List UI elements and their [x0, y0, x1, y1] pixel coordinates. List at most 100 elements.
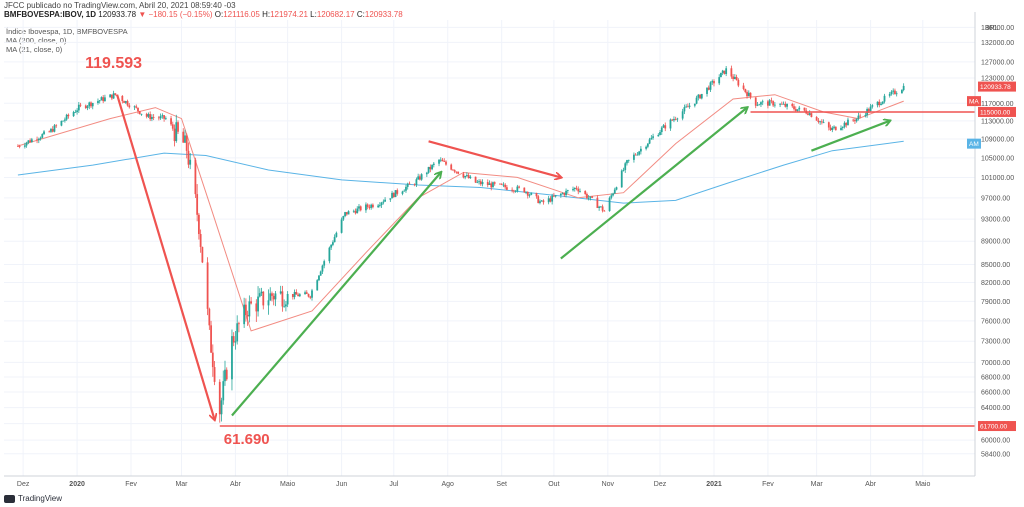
candle-body	[840, 128, 842, 131]
candle-body	[462, 173, 465, 178]
candle-body	[403, 190, 406, 192]
candle-body	[791, 103, 794, 107]
candle-body	[309, 296, 312, 298]
x-tick-label: 2020	[69, 481, 85, 488]
candle-body	[152, 116, 155, 118]
candle-body	[39, 137, 42, 139]
candle-body	[232, 336, 235, 343]
price-tag: MA	[967, 96, 981, 107]
candle-body	[847, 119, 849, 126]
candle-body	[97, 101, 99, 104]
candle-body	[18, 146, 21, 147]
price-change: −180.15 (−0.15%)	[148, 10, 213, 19]
chart-grid	[4, 20, 975, 476]
candle-body	[547, 198, 550, 203]
symbol-label[interactable]: BMFBOVESPA:IBOV, 1D	[4, 10, 97, 19]
candle-body	[17, 145, 19, 147]
candle-body	[591, 196, 594, 198]
candle-body	[579, 190, 581, 192]
candles-layer	[17, 65, 905, 423]
x-tick-label: Nov	[602, 481, 615, 488]
candle-body	[725, 68, 728, 74]
annotations-layer: 119.593 61.690	[85, 55, 270, 448]
footer: TradingView	[4, 494, 62, 503]
candle-body	[721, 70, 724, 73]
candle-body	[549, 198, 552, 202]
candle-body	[420, 174, 423, 180]
y-tick-label: 97000.00	[981, 195, 1010, 202]
candle-body	[794, 109, 797, 111]
candle-body	[102, 97, 105, 102]
price-tag-bg	[967, 96, 981, 107]
candle-body	[220, 400, 223, 415]
candle-body	[298, 294, 301, 297]
candle-body	[238, 323, 240, 325]
y-tick-label: 66000.00	[981, 390, 1010, 397]
candle-body	[747, 92, 750, 97]
brand-name[interactable]: TradingView	[18, 494, 63, 503]
candle-body	[224, 369, 226, 382]
candle-body	[706, 87, 708, 94]
legend-ma21[interactable]: MA (21, close, 0)	[6, 45, 63, 54]
legend-ma200[interactable]: MA (200, close, 0)	[6, 36, 67, 45]
candle-body	[378, 205, 381, 206]
candle-body	[892, 90, 895, 92]
y-tick-label: 89000.00	[981, 239, 1010, 246]
candle-body	[699, 94, 701, 99]
candle-body	[262, 291, 265, 306]
candle-body	[429, 166, 432, 170]
candle-body	[30, 139, 33, 143]
candle-body	[72, 112, 75, 117]
candle-body	[358, 206, 360, 209]
candle-body	[493, 182, 496, 184]
high-label: H:	[262, 10, 271, 19]
y-tick-label: 85000.00	[981, 262, 1010, 269]
candle-body	[657, 134, 660, 137]
candle-body	[834, 126, 837, 131]
candle-body	[720, 72, 722, 78]
candle-body	[610, 195, 613, 198]
candle-body	[688, 105, 691, 107]
candle-body	[469, 176, 472, 179]
candle-body	[25, 142, 28, 146]
candle-body	[464, 175, 467, 178]
candle-body	[662, 125, 665, 128]
candle-body	[537, 196, 540, 204]
candle-body	[391, 192, 393, 199]
candle-body	[281, 291, 284, 307]
candle-body	[175, 122, 178, 142]
candle-body	[492, 182, 494, 188]
candle-body	[638, 151, 641, 155]
candle-body	[561, 193, 564, 195]
candle-body	[74, 112, 77, 113]
candle-body	[86, 106, 89, 109]
candle-body	[330, 244, 333, 248]
price-tag: 115000.00	[978, 106, 1016, 117]
candle-body	[841, 126, 844, 129]
candle-body	[624, 163, 627, 170]
candle-body	[452, 169, 454, 171]
x-tick-label: Jul	[389, 481, 398, 488]
open-value: 121116.05	[223, 10, 260, 19]
candle-body	[365, 204, 367, 211]
candle-body	[539, 201, 541, 204]
candle-body	[577, 188, 580, 192]
candle-body	[516, 186, 519, 192]
candle-body	[855, 118, 858, 122]
price-tag: AM	[967, 138, 981, 149]
candle-body	[274, 293, 277, 300]
candle-body	[504, 184, 507, 188]
candle-body	[820, 121, 823, 123]
candle-body	[589, 196, 592, 198]
y-tick-label: 132000.00	[981, 40, 1014, 47]
candle-body	[189, 159, 192, 165]
candle-body	[695, 97, 698, 104]
candle-body	[427, 166, 430, 173]
candle-body	[27, 140, 30, 143]
candle-body	[50, 128, 52, 132]
legend-title[interactable]: Índice Ibovespa, 1D, BMFBOVESPA	[6, 27, 128, 36]
ma21-line	[17, 94, 904, 332]
candle-body	[793, 106, 795, 110]
